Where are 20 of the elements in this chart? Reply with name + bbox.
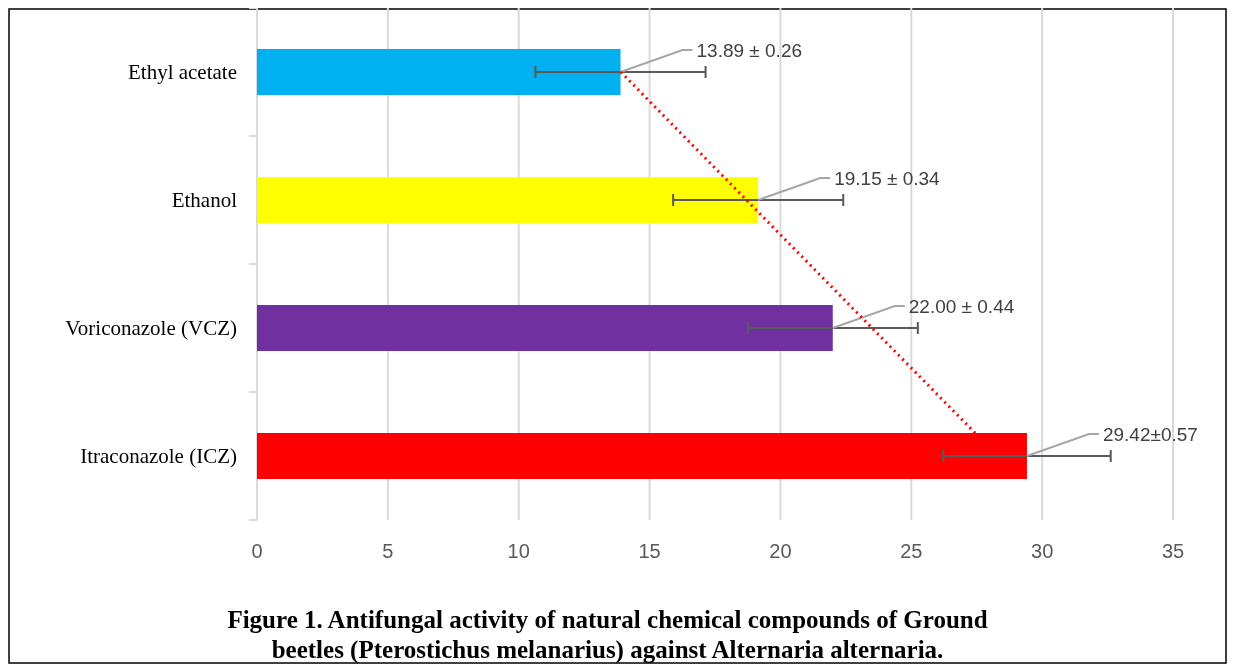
data-label: 13.89 ± 0.26 <box>696 40 803 61</box>
x-tick-label: 0 <box>251 540 263 562</box>
x-tick-label: 5 <box>382 540 394 562</box>
x-tick-label: 30 <box>1031 540 1054 562</box>
x-tick-label: 10 <box>507 540 530 562</box>
x-tick-label: 20 <box>769 540 792 562</box>
bar <box>257 305 833 351</box>
x-tick-label: 35 <box>1161 540 1185 562</box>
data-label: 22.00 ± 0.44 <box>908 296 1015 317</box>
text: Figure 1. Antifungal activity of natural chemical compounds of Ground beetles (Pterostichus melanarius) against Alternaria alternaria. <box>227 606 988 664</box>
data-label: 19.15 ± 0.34 <box>834 168 941 189</box>
x-tick-label: 15 <box>638 540 661 562</box>
y-tick-label: Ethanol <box>171 188 238 212</box>
y-tick-label: Ethyl acetate <box>127 60 237 84</box>
bar <box>257 49 621 95</box>
y-tick-label: Itraconazole (ICZ) <box>80 444 237 468</box>
x-tick-label: 25 <box>900 540 923 562</box>
data-label: 29.42±0.57 <box>1102 424 1198 445</box>
bar <box>257 177 759 223</box>
y-tick-label: Voriconazole (VCZ) <box>65 316 238 340</box>
